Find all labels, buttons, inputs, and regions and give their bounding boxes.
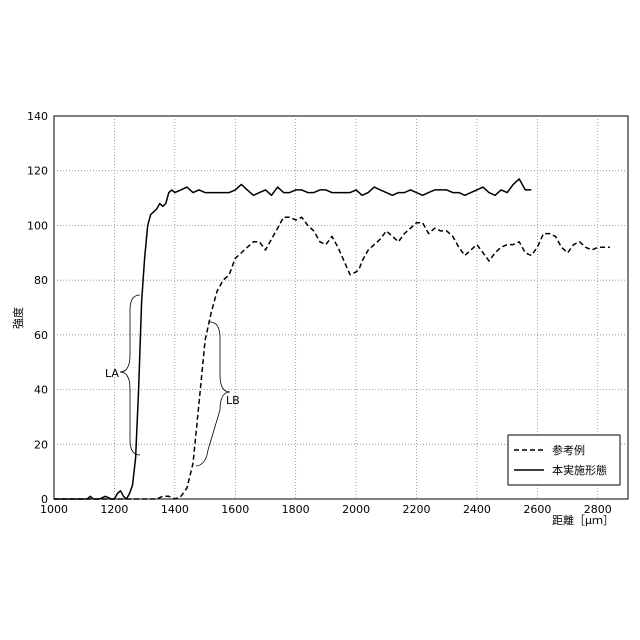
y-tick-label: 80 — [34, 274, 48, 287]
y-tick-label: 60 — [34, 329, 48, 342]
annotation-lb: LB — [226, 394, 240, 407]
x-tick-label: 2600 — [523, 503, 551, 516]
x-axis-label: 距離［μｍ］ — [552, 513, 614, 527]
y-tick-label: 40 — [34, 384, 48, 397]
x-tick-label: 1800 — [282, 503, 310, 516]
x-tick-label: 2200 — [403, 503, 431, 516]
legend-label-embodiment: 本実施形態 — [552, 463, 607, 477]
x-axis-ticks: 1000120014001600180020002200240026002800 — [40, 503, 612, 516]
legend-label-reference: 参考例 — [552, 443, 585, 457]
legend-box — [508, 435, 620, 485]
x-tick-label: 2400 — [463, 503, 491, 516]
y-axis-ticks: 0 20 40 60 80 100 120 140 — [27, 110, 48, 506]
y-tick-label: 0 — [41, 493, 48, 506]
x-tick-label: 1200 — [100, 503, 128, 516]
x-tick-label: 1400 — [161, 503, 189, 516]
y-tick-label: 120 — [27, 165, 48, 178]
y-axis-label: 強度 — [11, 307, 25, 329]
x-tick-label: 2000 — [342, 503, 370, 516]
x-tick-label: 1600 — [221, 503, 249, 516]
y-tick-label: 100 — [27, 219, 48, 232]
y-tick-label: 140 — [27, 110, 48, 123]
y-tick-label: 20 — [34, 438, 48, 451]
legend: 参考例 本実施形態 — [508, 435, 620, 485]
annotation-la: LA — [105, 367, 119, 380]
